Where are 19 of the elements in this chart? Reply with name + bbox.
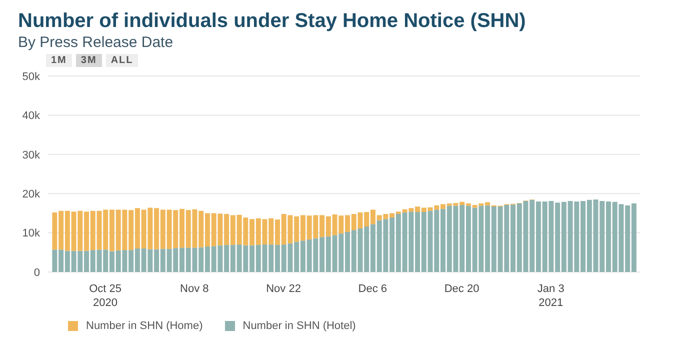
y-tick-label: 50k (22, 70, 40, 83)
y-tick-label: 0 (34, 266, 40, 279)
range-button: 1M (46, 54, 72, 67)
y-tick-label: 20k (22, 188, 40, 201)
x-tick-label: Jan 3 2021 (537, 283, 564, 309)
y-tick-label: 40k (22, 110, 40, 122)
x-tick-label: Nov 22 (266, 283, 301, 295)
x-tick-label: Oct 25 2020 (89, 283, 122, 309)
x-tick-label: Dec 6 (358, 283, 388, 295)
legend-label: Number in SHN (Hotel) (242, 320, 356, 332)
chart-subtitle: By Press Release Date (18, 34, 174, 51)
range-button: ALL (106, 54, 138, 67)
range-button: 3M (76, 54, 102, 67)
chart-title: Number of individuals under Stay Home Notice (SHN) (18, 10, 526, 33)
legend-label: Number in SHN (Home) (86, 320, 203, 332)
y-tick-label: 10k (22, 228, 40, 240)
x-tick-label: Nov 8 (180, 283, 209, 295)
y-tick-label: 30k (22, 149, 40, 162)
x-tick-label: Dec 20 (444, 283, 480, 295)
